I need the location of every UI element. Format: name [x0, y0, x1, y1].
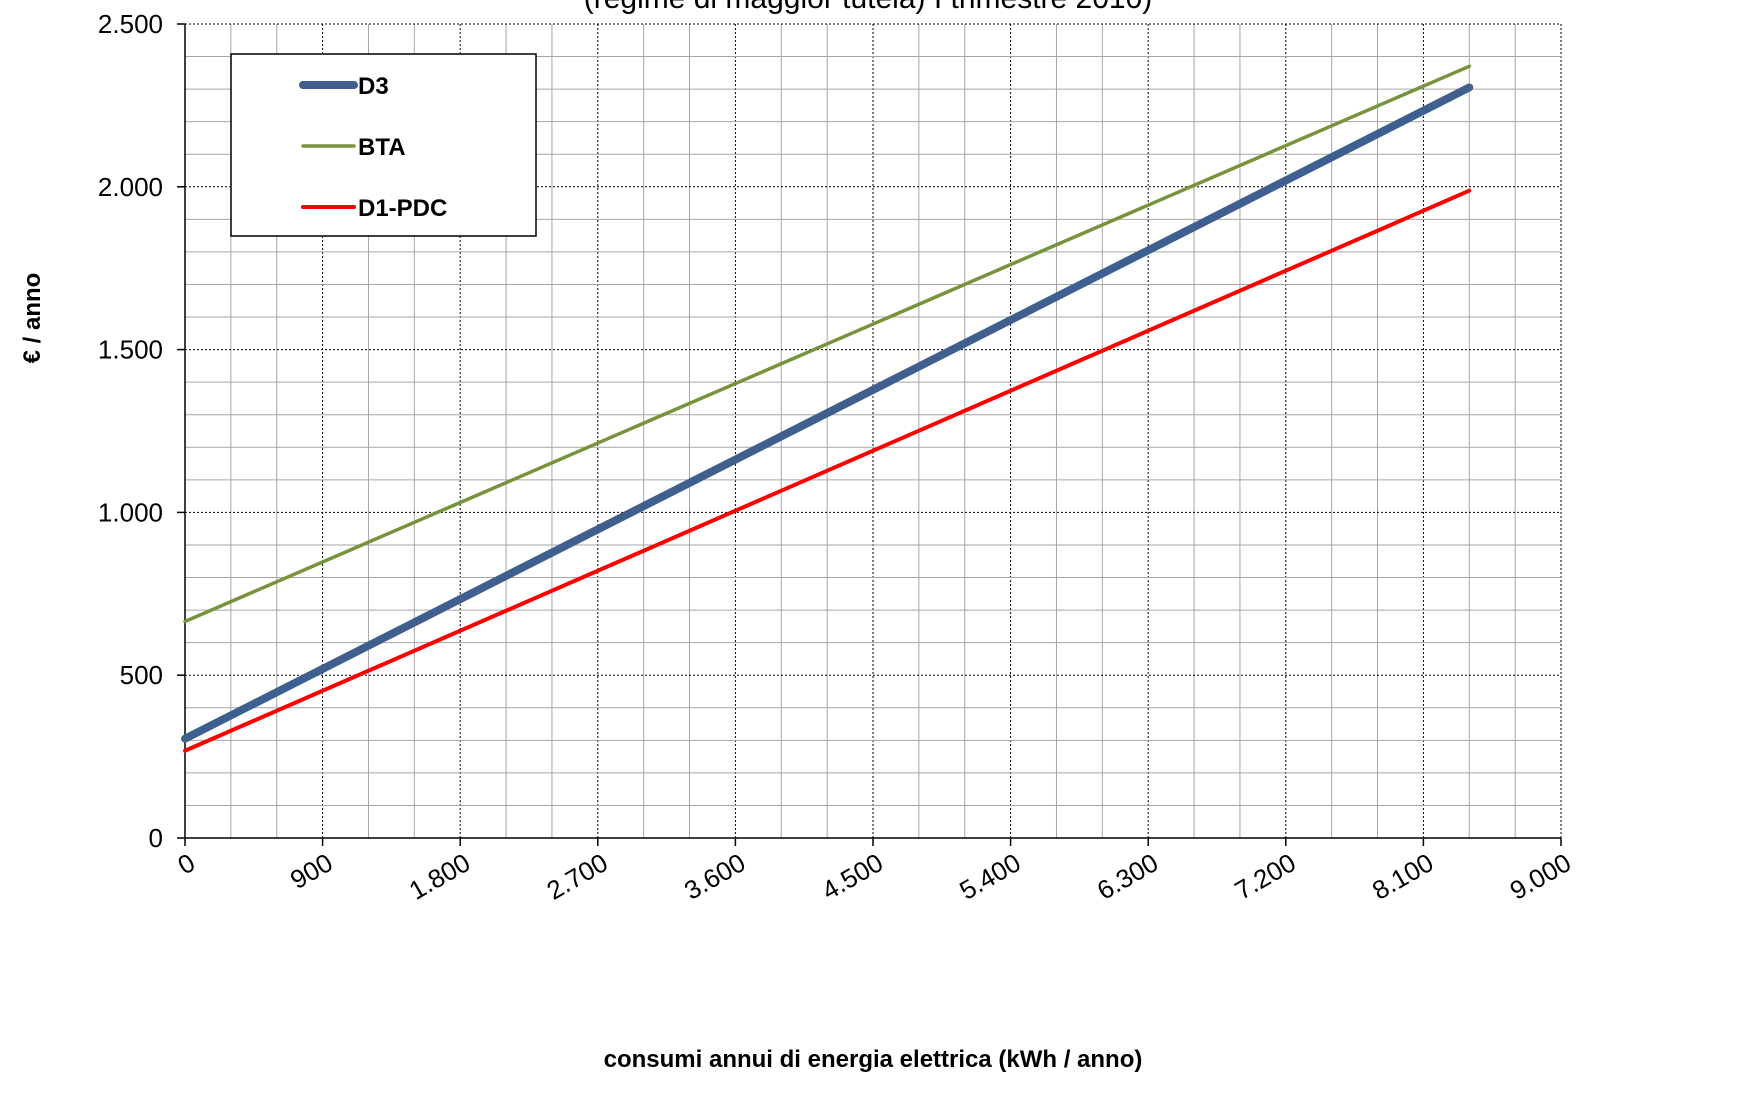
x-tick-label: 3.600	[679, 847, 750, 906]
series-line-d1-pdc	[183, 188, 1472, 753]
y-tick-label: 1.000	[98, 497, 163, 527]
series-lines	[181, 64, 1474, 753]
legend-label: BTA	[358, 134, 406, 161]
y-tick-label: 0	[149, 823, 163, 853]
x-tick-label: 2.700	[541, 847, 612, 906]
y-tick-label: 1.500	[98, 335, 163, 365]
x-tick-label: 0	[172, 847, 200, 880]
y-tick-label: 500	[120, 660, 163, 690]
legend: D3 BTA D1-PDC	[230, 53, 537, 237]
x-tick-label: 7.200	[1229, 847, 1300, 906]
y-tick-label: 2.000	[98, 172, 163, 202]
x-tick-label: 5.400	[954, 847, 1025, 906]
x-tick-label: 6.300	[1092, 847, 1163, 906]
x-tick-label: 1.800	[404, 847, 475, 906]
legend-label: D3	[358, 73, 389, 100]
legend-label: D1-PDC	[358, 195, 447, 222]
x-tick-label: 4.500	[817, 847, 888, 906]
chart-title: (regime di maggior tutela) I trimestre 2…	[584, 0, 1153, 15]
y-axis-ticks: 0 500 1.000 1.500 2.000 2.500	[98, 9, 185, 853]
series-line-bta	[183, 64, 1472, 624]
x-tick-label: 8.100	[1367, 847, 1438, 906]
y-tick-label: 2.500	[98, 9, 163, 39]
y-axis-title: € / anno	[19, 273, 46, 364]
x-tick-label: 900	[285, 847, 338, 895]
series-line-d3	[181, 83, 1474, 743]
x-axis-title: consumi annui di energia elettrica (kWh …	[604, 1046, 1143, 1073]
x-axis-ticks: 0 900 1.800 2.700 3.600 4.500 5.400 6.300 7.200 8…	[172, 838, 1576, 906]
x-tick-label: 9.000	[1505, 847, 1576, 906]
